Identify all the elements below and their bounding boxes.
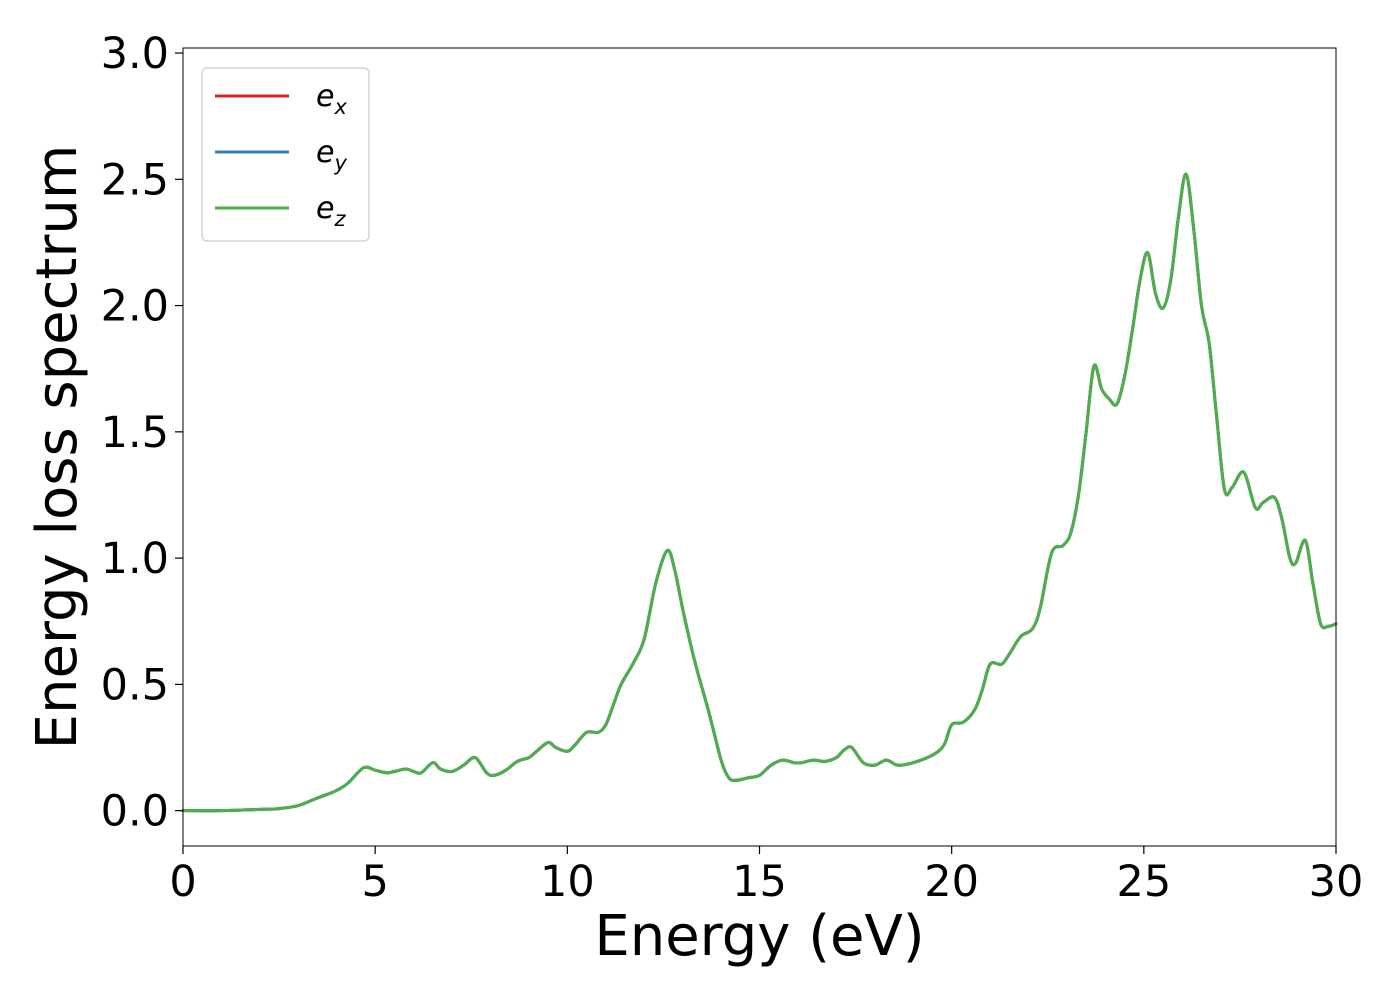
y-tick-label: 2.0 (101, 282, 169, 332)
legend-label-ey: ey (316, 135, 347, 175)
legend-box (201, 67, 370, 242)
legend-label-ez: ez (316, 191, 346, 231)
x-tick-label: 20 (924, 857, 979, 907)
x-tick-label: 15 (732, 857, 787, 907)
x-axis-label: Energy (eV) (594, 904, 924, 969)
y-tick-label: 0.5 (101, 660, 169, 710)
y-axis-label: Energy loss spectrum (25, 145, 90, 750)
legend: ex ey ez (201, 67, 370, 242)
y-tick-label: 0.0 (101, 787, 169, 837)
series-line-ez (181, 172, 1338, 813)
y-tick-label: 1.5 (101, 408, 169, 458)
legend-label-ex: ex (316, 79, 347, 119)
x-tick-label: 10 (540, 857, 595, 907)
y-tick-label: 2.5 (101, 155, 169, 205)
y-tick-label: 1.0 (101, 534, 169, 584)
y-tick-label: 3.0 (101, 29, 169, 79)
x-tick-label: 0 (169, 857, 196, 907)
x-axis-ticks: 0 5 10 15 20 25 30 (169, 846, 1363, 907)
series-lines (181, 172, 1338, 813)
x-tick-label: 5 (361, 857, 388, 907)
y-axis-ticks: 0.0 0.5 1.0 1.5 2.0 2.5 3.0 (101, 29, 183, 837)
x-tick-label: 25 (1116, 857, 1171, 907)
x-tick-label: 30 (1309, 857, 1364, 907)
